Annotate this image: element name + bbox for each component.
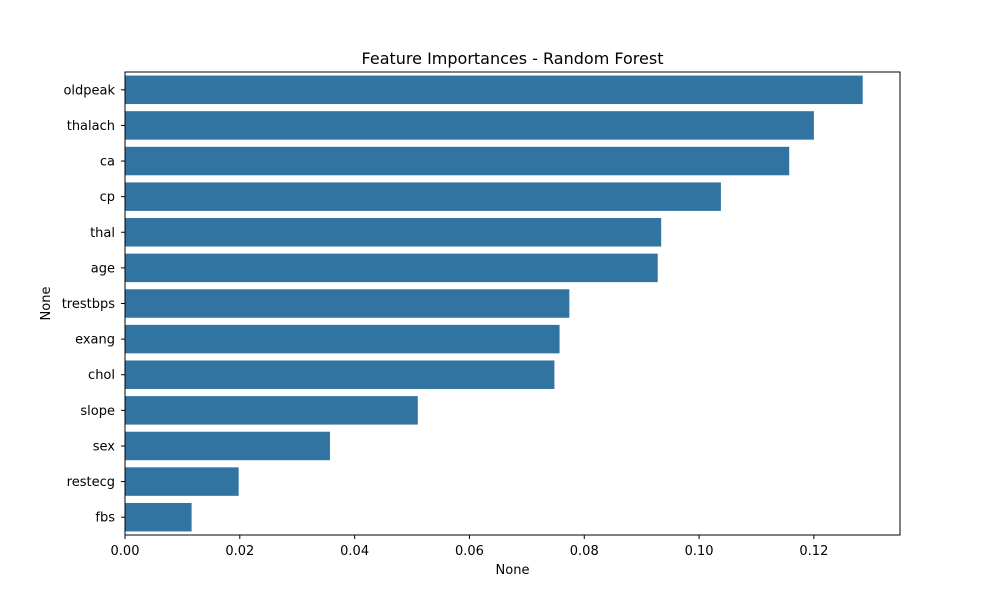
y-axis-ticks: oldpeak thalach ca cp thal age trestbps exang ch… [62, 83, 125, 526]
y-tick-label: restecg [67, 475, 115, 490]
bar-restecg [125, 467, 239, 496]
x-tick-label: 0.10 [685, 544, 714, 559]
y-tick-label: thal [90, 226, 115, 241]
bar-chol [125, 360, 555, 389]
y-tick-label: ca [100, 155, 115, 170]
bar-ca [125, 146, 790, 176]
bar-cp [125, 182, 721, 211]
y-tick-label: age [91, 261, 115, 276]
x-tick-label: 0.00 [111, 544, 140, 559]
y-tick-label: chol [88, 368, 115, 383]
bar-thalach [125, 111, 814, 140]
bar-slope [125, 396, 418, 425]
plot-frame [124, 71, 901, 536]
x-tick-label: 0.02 [225, 544, 254, 559]
bar-thal [125, 218, 662, 247]
chart-title: Feature Importances - Random Forest [362, 49, 664, 68]
bar-trestbps [125, 289, 570, 318]
x-tick-label: 0.12 [799, 544, 828, 559]
y-tick-label: fbs [95, 511, 115, 526]
y-tick-label: exang [75, 333, 115, 348]
y-tick-label: thalach [67, 119, 115, 134]
y-tick-label: slope [80, 404, 115, 419]
x-tick-label: 0.06 [455, 544, 484, 559]
bar-fbs [125, 502, 192, 532]
bar-oldpeak [125, 75, 863, 105]
bar-age [125, 253, 658, 283]
bar-sex [125, 431, 330, 461]
bar-exang [125, 324, 560, 354]
x-tick-label: 0.08 [570, 544, 599, 559]
y-tick-label: cp [100, 190, 115, 205]
y-tick-label: sex [93, 439, 116, 454]
x-tick-label: 0.04 [340, 544, 369, 559]
x-axis-label: None [496, 563, 530, 578]
x-axis-ticks: 0.00 0.02 0.04 0.06 0.08 0.10 0.12 [111, 535, 828, 559]
y-tick-label: trestbps [62, 297, 116, 312]
y-tick-label: oldpeak [63, 83, 115, 98]
y-axis-label: None [39, 287, 54, 321]
bars-layer [125, 75, 863, 532]
